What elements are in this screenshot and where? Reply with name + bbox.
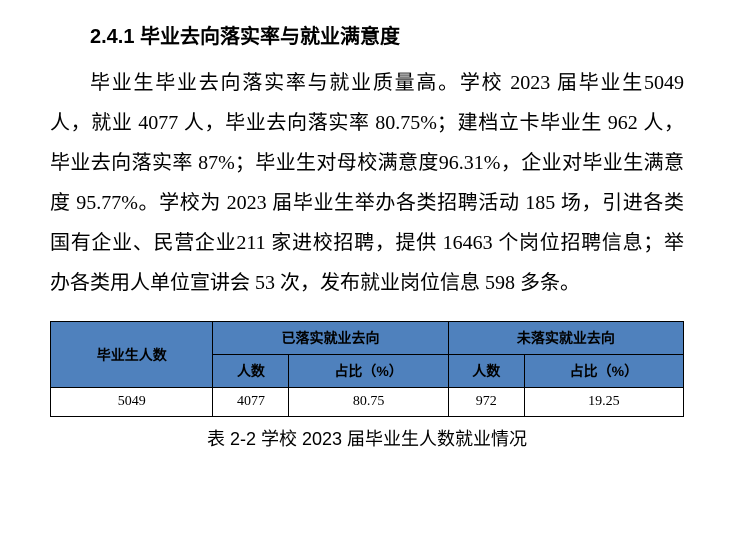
section-title: 2.4.1 毕业去向落实率与就业满意度 — [90, 20, 684, 49]
employment-table-container: 毕业生人数 已落实就业去向 未落实就业去向 人数 占比（%） 人数 占比（%） … — [50, 321, 684, 451]
cell-unemployed-count: 972 — [448, 388, 524, 417]
body-paragraph: 毕业生毕业去向落实率与就业质量高。学校 2023 届毕业生5049 人，就业 4… — [50, 63, 684, 303]
col-unemployed-ratio: 占比（%） — [524, 355, 683, 388]
cell-unemployed-ratio: 19.25 — [524, 388, 683, 417]
col-employed-count: 人数 — [213, 355, 289, 388]
cell-employed-ratio: 80.75 — [289, 388, 448, 417]
col-unemployed-count: 人数 — [448, 355, 524, 388]
table-caption: 表 2-2 学校 2023 届毕业生人数就业情况 — [50, 425, 684, 451]
employment-table: 毕业生人数 已落实就业去向 未落实就业去向 人数 占比（%） 人数 占比（%） … — [50, 321, 684, 417]
col-graduate-count: 毕业生人数 — [51, 322, 213, 388]
col-unemployed-group: 未落实就业去向 — [448, 322, 683, 355]
col-employed-group: 已落实就业去向 — [213, 322, 448, 355]
cell-grad-count: 5049 — [51, 388, 213, 417]
col-employed-ratio: 占比（%） — [289, 355, 448, 388]
table-row: 5049 4077 80.75 972 19.25 — [51, 388, 684, 417]
table-header-row-1: 毕业生人数 已落实就业去向 未落实就业去向 — [51, 322, 684, 355]
cell-employed-count: 4077 — [213, 388, 289, 417]
